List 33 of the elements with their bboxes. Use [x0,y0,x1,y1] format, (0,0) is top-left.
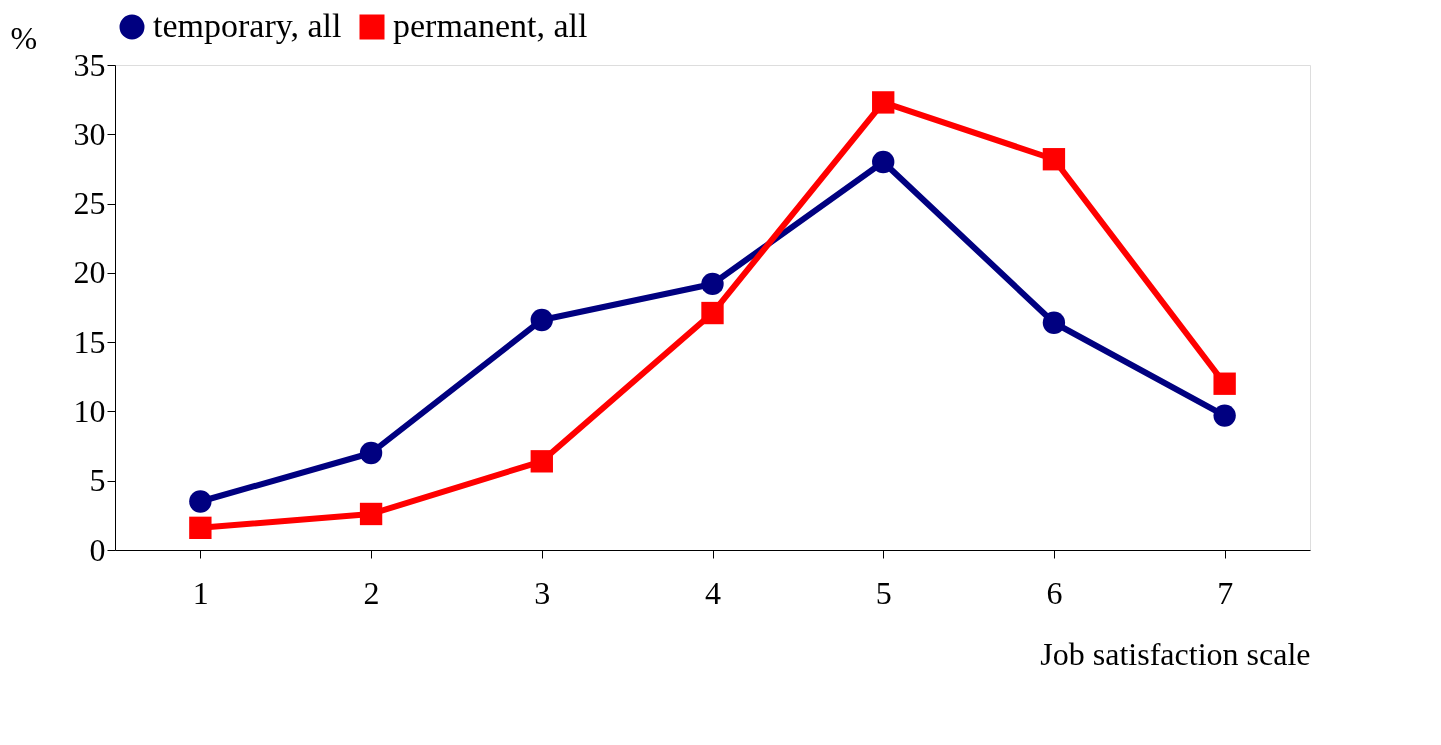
point [530,450,553,473]
y-tick-label: 0 [89,531,106,568]
y-tick-label: 25 [73,185,106,222]
y-tick-label: 15 [73,323,106,360]
y-tick-label: 30 [73,115,106,152]
y-tick-label: 5 [89,462,106,499]
point [359,502,383,526]
legend-label: temporary, all [153,7,342,44]
x-tick-label: 6 [1046,574,1063,611]
point [1042,148,1066,171]
x-tick-label: 7 [1217,574,1234,611]
point [1213,404,1236,427]
point [359,441,383,465]
y-tick-label: 10 [73,392,106,429]
y-tick-label: 35 [73,46,106,83]
legend-label: permanent, all [393,7,588,44]
point [701,301,724,325]
x-tick-label: 4 [705,574,721,611]
point [1042,311,1066,334]
y-tick-label: 20 [73,254,106,291]
x-tick-label: 5 [875,574,892,611]
x-axis-title: Job satisfaction scale [1040,635,1311,672]
x-tick-label: 2 [363,574,380,611]
point [1213,372,1236,395]
point [872,150,895,174]
point [872,91,895,114]
x-tick-label: 3 [534,574,551,611]
point [189,516,212,540]
point [530,308,553,332]
point [189,490,212,513]
y-axis-title: % [10,19,38,56]
x-tick-label: 1 [192,574,209,611]
point [701,272,724,296]
